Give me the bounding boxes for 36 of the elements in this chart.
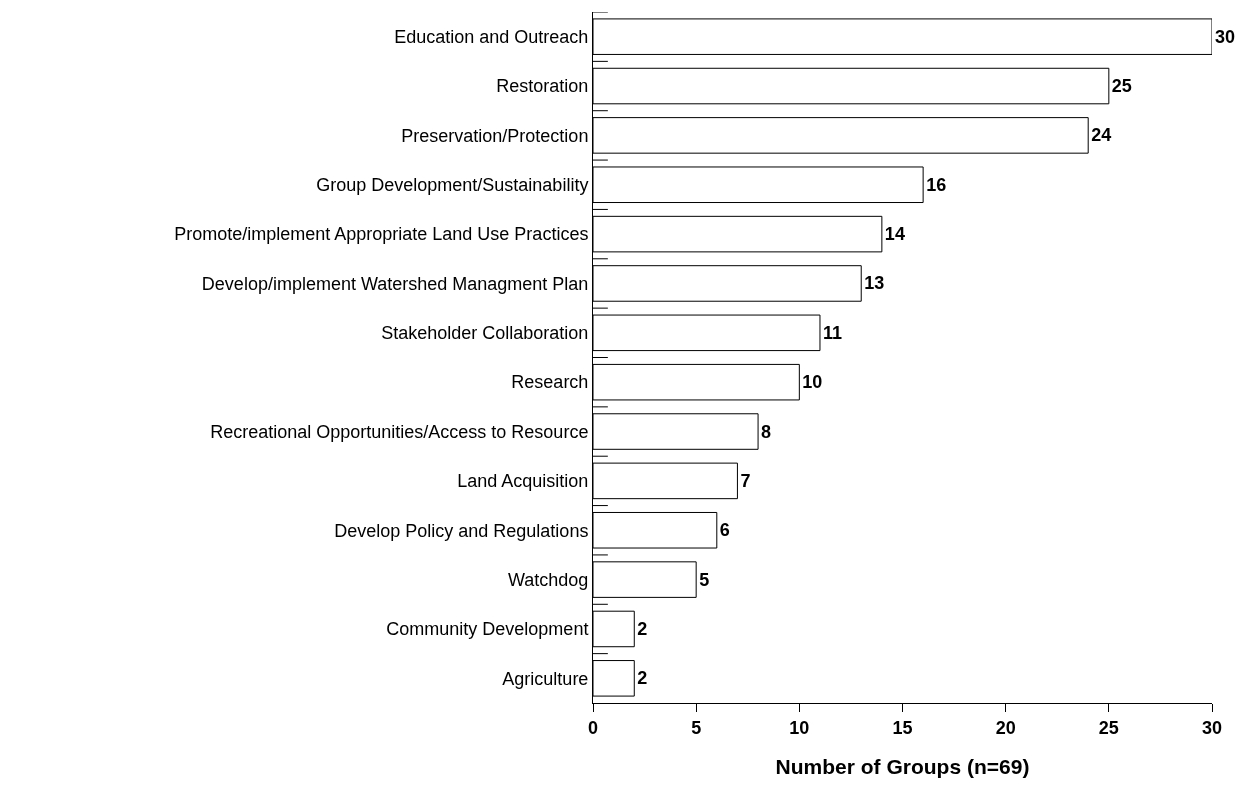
x-tick-label: 20 [995,717,1016,738]
data-label: 11 [822,322,842,343]
x-tick-label: 0 [587,717,599,738]
y-tick-label: Recreational Opportunities/Access to Resource [210,421,589,442]
data-label: 6 [719,520,730,541]
x-tick-label: 5 [691,717,702,738]
data-label: 2 [637,668,648,689]
y-tick-label: Agriculture [502,668,589,689]
y-tick-label: Research [511,372,589,393]
data-label: 24 [1091,125,1112,146]
y-tick-label: Stakeholder Collaboration [381,323,589,344]
data-label: 25 [1111,76,1132,97]
y-tick-label: Watchdog [508,569,589,590]
data-label: 30 [1215,26,1236,47]
x-axis-title: Number of Groups (n=69) [775,754,1030,778]
x-tick-label: 15 [892,717,913,738]
y-tick-label: Restoration [496,76,589,97]
x-tick-label: 25 [1098,717,1119,738]
x-tick-label: 30 [1201,717,1223,738]
y-tick-label: Develop/implement Watershed Managment Plan [201,273,589,294]
y-tick-label: Land Acquisition [457,471,589,492]
y-tick-label: Group Development/Sustainability [316,175,589,196]
x-tick-label: 10 [789,717,810,738]
data-label: 13 [864,273,885,294]
y-tick-label: Preservation/Protection [401,125,589,146]
y-tick-label: Develop Policy and Regulations [334,520,589,541]
y-tick-label: Education and Outreach [394,26,589,47]
data-label: 16 [926,174,947,195]
data-label: 7 [740,470,751,491]
y-tick-label: Promote/implement Appropriate Land Use Practices [174,224,589,245]
data-label: 5 [699,569,710,590]
data-label: 2 [637,618,648,639]
data-label: 10 [802,372,823,393]
data-label: 14 [884,224,905,245]
data-label: 8 [761,421,772,442]
y-tick-label: Community Development [386,619,589,640]
